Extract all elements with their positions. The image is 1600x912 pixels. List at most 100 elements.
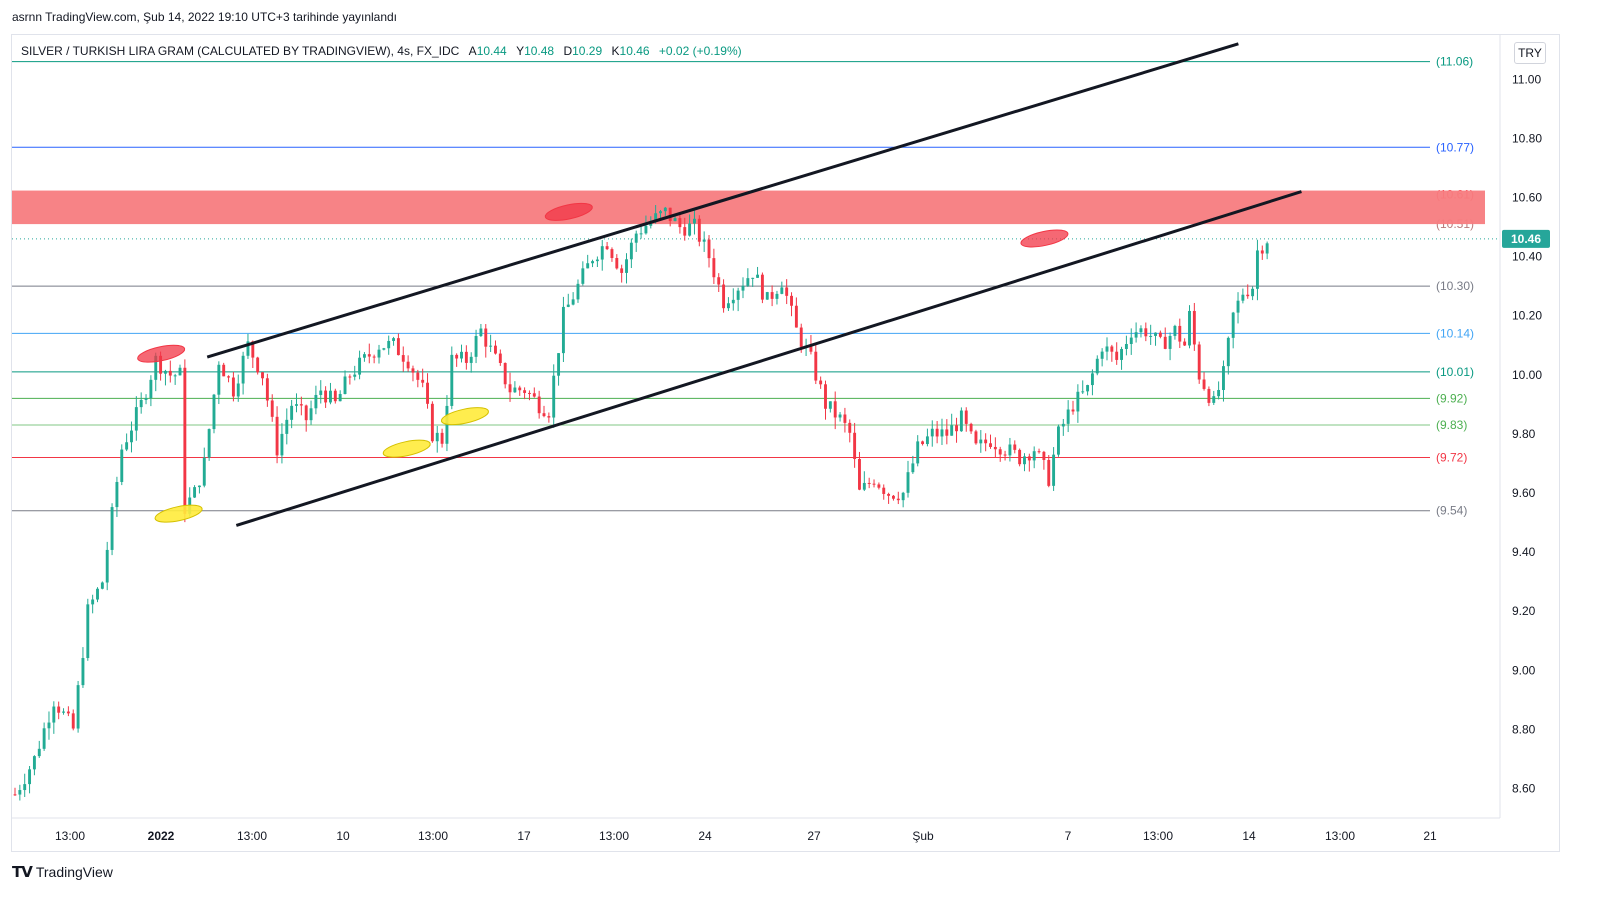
candle-body — [319, 390, 323, 395]
candle-body — [358, 357, 362, 375]
candle-body — [858, 458, 861, 490]
candle-body — [265, 378, 269, 401]
candle-body — [950, 425, 954, 436]
candle-body — [1178, 325, 1182, 342]
candle-body — [134, 407, 138, 431]
candle-body — [644, 225, 648, 234]
candle-body — [139, 399, 143, 408]
candle-body — [168, 370, 172, 376]
candle-body — [663, 207, 667, 212]
candle-body — [610, 249, 614, 258]
x-tick-label: 27 — [807, 829, 821, 843]
touch-marker-yellow — [440, 407, 489, 426]
candle-body — [566, 304, 570, 307]
candle-body — [392, 338, 396, 341]
candle-body — [639, 233, 643, 235]
change-value: +0.02 (+0.19%) — [658, 44, 742, 58]
x-tick-label: 7 — [1065, 829, 1072, 843]
candle-body — [1197, 344, 1201, 380]
candle-body — [935, 428, 939, 437]
candle-body — [760, 274, 764, 300]
candle-body — [722, 284, 726, 309]
candle-body — [202, 457, 206, 486]
tradingview-brand[interactable]: 𝗧𝗩 TradingView — [12, 863, 113, 881]
candle-body — [231, 377, 235, 397]
candle-body — [581, 268, 585, 284]
candle-body — [1018, 449, 1022, 465]
candle-body — [1168, 335, 1172, 349]
currency-button[interactable]: TRY — [1514, 42, 1546, 64]
candle-body — [969, 423, 973, 432]
candle-body — [503, 362, 507, 385]
candle-body — [1124, 344, 1128, 349]
candle-body — [1071, 409, 1075, 412]
candle-body — [32, 756, 36, 770]
candle-body — [1120, 348, 1123, 360]
candle-body — [1061, 423, 1065, 427]
candle-body — [489, 345, 493, 347]
candle-body — [251, 341, 255, 358]
candle-body — [1231, 312, 1235, 338]
candle-body — [498, 353, 502, 363]
candle-body — [66, 711, 70, 714]
candle-body — [353, 374, 357, 377]
candle-body — [197, 485, 201, 488]
candle-body — [479, 328, 483, 337]
candle-body — [333, 390, 337, 402]
candle-body — [799, 327, 803, 347]
candle-body — [1129, 337, 1133, 345]
candle-body — [964, 410, 968, 424]
candle-body — [974, 431, 978, 444]
candle-body — [731, 299, 735, 304]
candle-body — [537, 396, 541, 414]
candle-body — [285, 419, 289, 434]
candle-body — [149, 379, 153, 399]
candle-body — [469, 356, 473, 363]
candle-body — [120, 449, 124, 482]
candle-body — [751, 277, 755, 279]
candle-body — [683, 227, 687, 236]
candle-body — [940, 429, 944, 437]
y-tick-label: 9.60 — [1512, 486, 1536, 500]
candle-body — [18, 790, 22, 795]
candle-body — [125, 442, 129, 450]
y-tick-label: 8.80 — [1512, 722, 1536, 736]
x-tick-label: 24 — [698, 829, 712, 843]
candle-body — [193, 487, 197, 498]
candle-body — [605, 246, 609, 250]
candle-body — [421, 379, 425, 383]
x-tick-label: 14 — [1242, 829, 1256, 843]
candle-body — [571, 299, 575, 305]
candle-body — [81, 658, 85, 686]
candle-body — [557, 353, 561, 376]
candle-body — [998, 449, 1002, 455]
candle-body — [1081, 391, 1085, 393]
candle-body — [586, 263, 590, 269]
candle-body — [901, 492, 905, 501]
level-label: (10.77) — [1436, 140, 1474, 154]
candle-body — [1027, 456, 1031, 461]
candle-body — [717, 277, 721, 285]
candle-body — [794, 305, 798, 328]
candle-body — [1255, 250, 1259, 289]
candle-body — [100, 582, 104, 589]
candle-body — [867, 482, 871, 484]
last-price-label: 10.46 — [1511, 232, 1541, 246]
candle-body — [862, 482, 866, 490]
candle-body — [906, 472, 910, 493]
candle-body — [925, 436, 929, 445]
x-tick-label: 21 — [1423, 829, 1437, 843]
candle-body — [1144, 328, 1148, 337]
candle-body — [348, 376, 352, 378]
candle-body — [1066, 409, 1070, 424]
candle-body — [1236, 300, 1240, 313]
candle-body — [484, 328, 488, 347]
candle-body — [523, 390, 527, 393]
candle-body — [620, 268, 624, 273]
y-tick-label: 10.80 — [1512, 131, 1542, 145]
y-tick-label: 10.40 — [1512, 250, 1542, 264]
candle-body — [547, 416, 551, 418]
candle-body — [1260, 250, 1264, 254]
candle-body — [814, 351, 818, 381]
